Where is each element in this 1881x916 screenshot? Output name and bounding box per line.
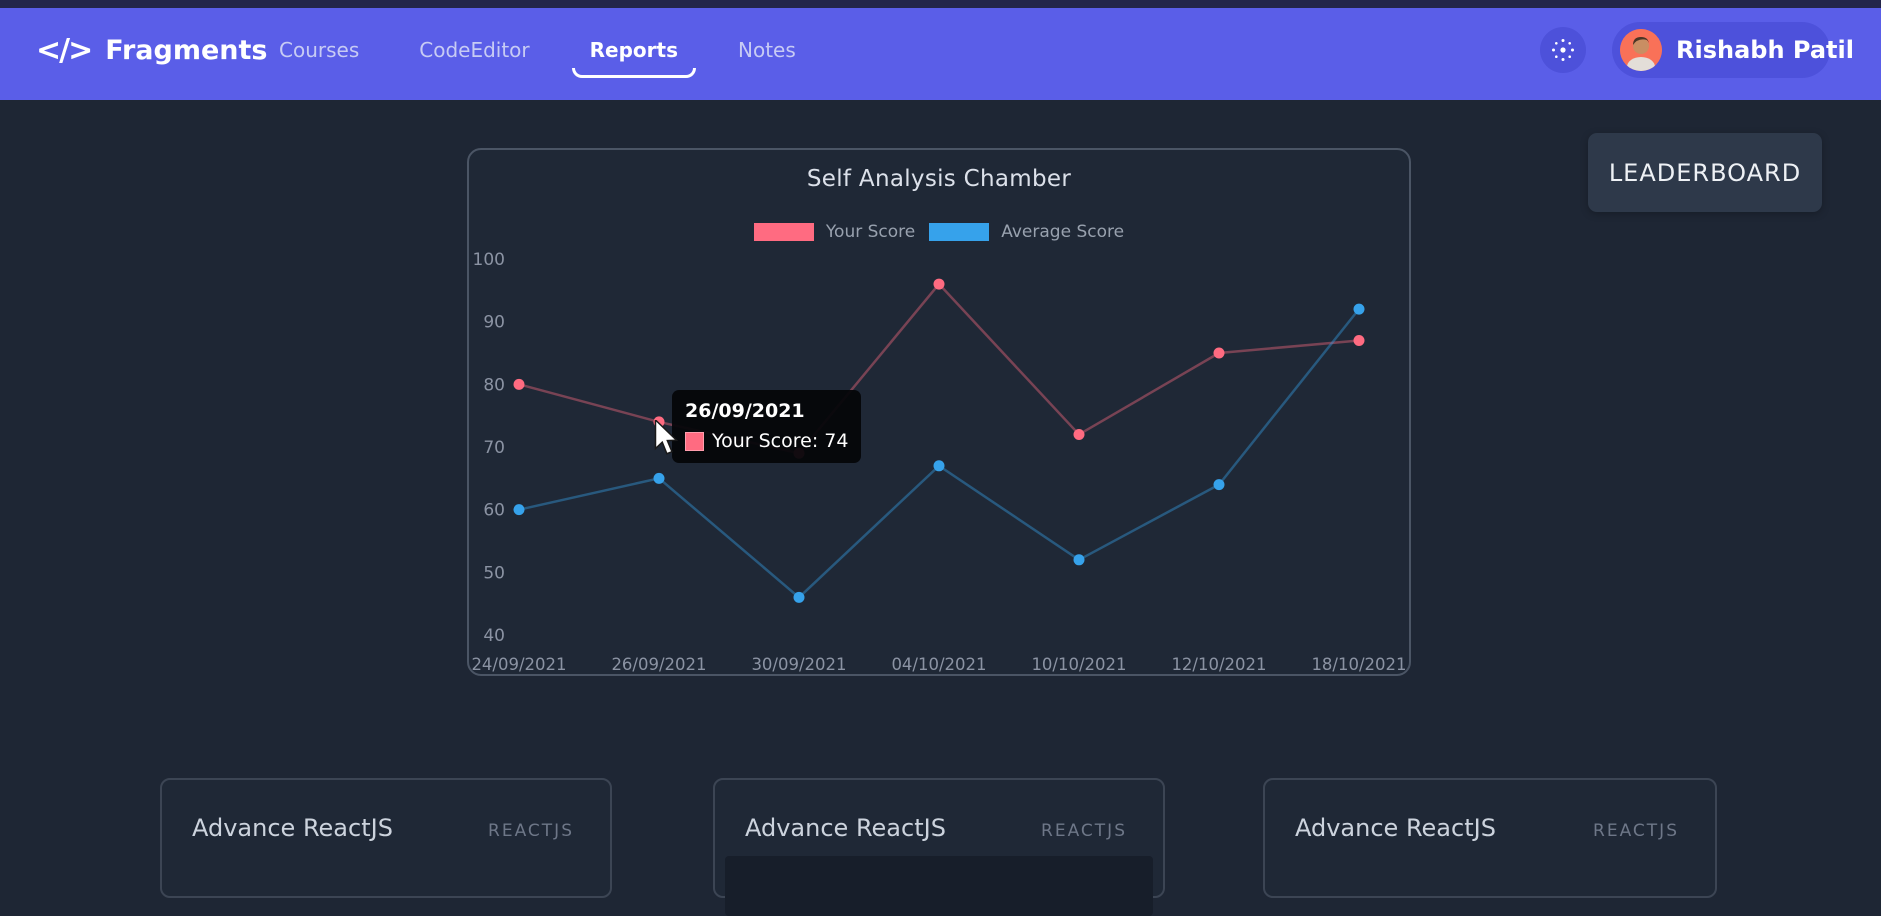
course-card-header: Advance ReactJS REACTJS	[1265, 780, 1715, 842]
x-axis-tick: 10/10/2021	[1031, 655, 1126, 674]
app-title: Fragments	[105, 34, 268, 66]
window-top-edge	[0, 0, 1881, 8]
navbar: </> Fragments Courses CodeEditor Reports…	[0, 0, 1881, 100]
line-chart: 40 50 60 70 80 90 100 24/09/2021 26/09/2021 30/09…	[471, 250, 1406, 674]
nav-item-label: CodeEditor	[419, 38, 530, 62]
person-illustration	[1620, 29, 1662, 71]
code-brackets-icon: </>	[36, 32, 93, 68]
nav-item-codeeditor[interactable]: CodeEditor	[417, 32, 531, 68]
data-point[interactable]	[1213, 479, 1225, 491]
course-title: Advance ReactJS	[1295, 814, 1496, 842]
user-name: Rishabh Patil	[1676, 36, 1854, 64]
nav-item-label: Courses	[279, 38, 360, 62]
legend-label: Average Score	[1001, 222, 1125, 242]
legend-swatch	[753, 223, 814, 241]
course-tag: REACTJS	[1593, 821, 1679, 841]
x-axis-tick: 04/10/2021	[891, 655, 986, 674]
avatar	[1620, 29, 1662, 71]
data-point[interactable]	[1213, 347, 1225, 359]
y-axis-tick: 40	[483, 626, 505, 646]
course-card-3[interactable]: Advance ReactJS REACTJS	[1263, 778, 1717, 898]
course-card-1[interactable]: Advance ReactJS REACTJS	[160, 778, 612, 898]
x-axis-tick: 24/09/2021	[471, 655, 566, 674]
data-point[interactable]	[1073, 554, 1085, 566]
nav-item-label: Notes	[738, 38, 796, 62]
course-card-header: Advance ReactJS REACTJS	[715, 780, 1163, 842]
course-title: Advance ReactJS	[745, 814, 946, 842]
course-card-header: Advance ReactJS REACTJS	[162, 780, 610, 842]
app-logo[interactable]: </> Fragments	[36, 0, 267, 100]
x-axis-tick: 26/09/2021	[611, 655, 706, 674]
y-axis-tick: 50	[483, 563, 505, 583]
active-tab-underline	[571, 68, 696, 78]
course-tag: REACTJS	[1041, 821, 1127, 841]
legend-swatch	[929, 223, 990, 241]
data-point[interactable]	[1353, 334, 1365, 346]
nav-item-label: Reports	[589, 38, 678, 62]
data-point[interactable]	[933, 460, 945, 472]
course-media-preview	[725, 856, 1153, 916]
nav-list: Courses CodeEditor Reports Notes	[277, 0, 798, 100]
y-axis-tick: 90	[483, 313, 505, 333]
course-tag: REACTJS	[488, 821, 574, 841]
course-title: Advance ReactJS	[192, 814, 393, 842]
y-axis-tick: 60	[483, 501, 505, 521]
y-axis-tick: 80	[483, 375, 505, 395]
data-point[interactable]	[933, 278, 945, 290]
course-card-2[interactable]: Advance ReactJS REACTJS	[713, 778, 1165, 916]
tooltip-date: 26/09/2021	[685, 400, 805, 422]
nav-item-reports[interactable]: Reports	[571, 32, 696, 78]
data-point[interactable]	[793, 591, 805, 603]
data-point[interactable]	[653, 472, 665, 484]
series-line	[518, 282, 1360, 455]
sun-icon	[1552, 39, 1574, 61]
data-point[interactable]	[513, 378, 525, 390]
data-point[interactable]	[513, 504, 525, 516]
tooltip-series-swatch	[685, 431, 704, 451]
chart-legend: Your Score Average Score	[469, 222, 1409, 242]
data-point[interactable]	[1073, 428, 1085, 440]
legend-item[interactable]: Your Score	[753, 222, 916, 242]
chart-tooltip: 26/09/2021 Your Score: 74	[672, 390, 862, 463]
y-axis-tick: 70	[483, 438, 505, 458]
tooltip-row: Your Score: 74	[685, 430, 848, 452]
user-profile-button[interactable]: Rishabh Patil	[1612, 22, 1854, 78]
x-axis-tick: 18/10/2021	[1311, 655, 1406, 674]
nav-item-courses[interactable]: Courses	[277, 32, 361, 68]
theme-toggle-button[interactable]	[1540, 27, 1586, 73]
leaderboard-button[interactable]: LEADERBOARD	[1588, 133, 1822, 212]
y-axis-tick: 100	[473, 250, 505, 270]
legend-label: Your Score	[825, 222, 916, 242]
x-axis-tick: 12/10/2021	[1171, 655, 1266, 674]
tooltip-value: Your Score: 74	[712, 430, 849, 452]
chart-title: Self Analysis Chamber	[806, 166, 1072, 192]
x-axis-tick: 30/09/2021	[751, 655, 846, 674]
data-point[interactable]	[1353, 303, 1365, 315]
mouse-cursor-icon	[654, 420, 679, 455]
chart-card: Self Analysis Chamber Your Score Average …	[467, 148, 1411, 676]
nav-item-notes[interactable]: Notes	[736, 32, 798, 68]
legend-item[interactable]: Average Score	[929, 222, 1124, 242]
